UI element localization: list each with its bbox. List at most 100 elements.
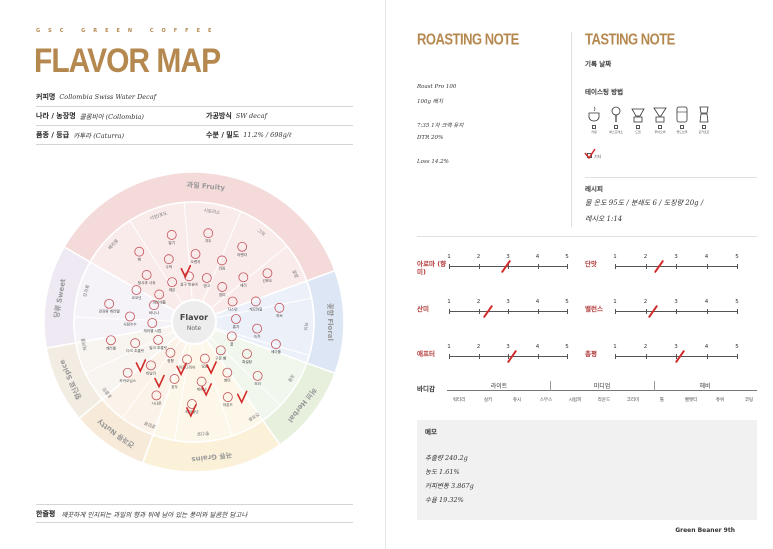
body-item: 시럽피 (568, 398, 582, 403)
slider-tick (567, 309, 568, 314)
flavor-item-label: 라임 (219, 265, 226, 270)
slider-tick (478, 354, 480, 359)
body-item: 워터리 (452, 398, 466, 403)
wheel-spoke (183, 202, 193, 301)
slider-tick-label: 3 (506, 344, 510, 350)
slider-tick (449, 354, 450, 359)
flavor-item-icon (199, 353, 210, 364)
method-pourover[interactable]: 푸어오버 (651, 105, 669, 134)
scale-label: 총평 (585, 350, 597, 358)
body-item: 벨벳티 (684, 398, 698, 403)
flavor-item-icon (217, 255, 227, 266)
slider-tick-label: 5 (565, 254, 569, 260)
flavor-item-icon (215, 345, 226, 356)
flavor-item-label: 마카다미아 (179, 364, 196, 369)
flavor-item-icon (237, 241, 248, 252)
wheel-subcategory-label: 허브 (302, 322, 309, 331)
first-crack-text: 7:35 1차 크랙 유지 (417, 123, 464, 129)
body-item: 코팅 (744, 398, 754, 403)
checkbox[interactable] (636, 125, 640, 129)
flavor-item-label: 파인애플 (153, 299, 167, 304)
method-drip[interactable]: 드립 (629, 105, 647, 134)
flavor-item-label: 망고 (203, 283, 210, 288)
flavor-item-label: 현미 (224, 378, 231, 383)
method-espresso[interactable]: 에스프레소 (607, 105, 625, 134)
scale-label: 아로마 (향미) (417, 260, 447, 276)
check-mark-icon (206, 361, 217, 375)
slider-tick-label: 1 (447, 344, 451, 350)
taste-slider[interactable]: 1 2 3 4 5 (447, 254, 569, 274)
variety-row: 품종 / 등급 카투라 (Caturra) (36, 128, 124, 142)
flavor-item-icon (151, 390, 162, 401)
flavor-item-icon (227, 296, 238, 307)
slider-tick (645, 309, 647, 314)
flavor-item-icon (122, 367, 133, 378)
memo-line: 추출량 240.2g (425, 454, 468, 462)
flavor-item-icon (252, 370, 263, 381)
slider-tick-label: 3 (674, 299, 678, 305)
wheel-category-label: 과일 Fruity (186, 180, 225, 192)
slider-tick-label: 4 (704, 344, 709, 350)
checkbox[interactable] (702, 125, 706, 129)
slider-tick (737, 354, 738, 359)
checkbox[interactable] (680, 125, 684, 129)
check-mark-icon (236, 390, 248, 405)
variety-label: 품종 / 등급 (36, 131, 70, 139)
method-coldbrew[interactable]: 콜드브루 (673, 105, 691, 134)
summary-label: 한줄평 (36, 510, 56, 518)
slider-tick (676, 309, 677, 314)
portafilter-icon (611, 106, 621, 122)
flavor-item-label: 땅콩 (202, 364, 209, 369)
tasting-methods: 커핑 에스프레소 드립 푸어오버 콜드브루 모카포트 (585, 105, 713, 134)
body-group-light: 라이트 (490, 383, 508, 390)
slider-tick-label: 5 (735, 344, 739, 350)
footer-text: Green Beaner 9th (675, 527, 735, 534)
checkbox[interactable] (592, 125, 596, 129)
flavor-item-label: 밀크 초콜릿 (149, 345, 167, 350)
flavor-item-label: 라벤더 (237, 252, 247, 257)
pourover-icon (653, 107, 667, 123)
summary-value: 깨끗하게 인지되는 과일의 향과 뒤에 남아 있는 풍미와 달콤한 담고나 (61, 511, 248, 519)
slider-tick (537, 309, 539, 314)
process-row: 가공방식 SW decaf (206, 109, 267, 123)
check-mark-icon (180, 264, 192, 279)
check-mark-icon (201, 383, 212, 397)
record-date-label: 기록 날짜 (585, 60, 612, 68)
slider-tick-label: 2 (476, 254, 481, 260)
method-mokapot[interactable]: 모카포트 (695, 105, 713, 134)
body-separator (550, 381, 551, 391)
checkbox[interactable] (614, 125, 618, 129)
taste-slider[interactable]: 1 2 3 4 5 (447, 299, 569, 319)
flavor-item-label: 시나몬 (151, 400, 162, 405)
flavor-item-icon (222, 392, 233, 402)
slider-tick (478, 309, 480, 314)
taste-slider[interactable]: 1 2 3 4 5 (447, 344, 569, 364)
memo-box: 메모 추출량 240.2g 농도 1.61% 커피변동 3.867g 수율 19… (417, 420, 757, 520)
body-item: 툴 (659, 398, 665, 403)
divider (417, 236, 757, 237)
wheel-center-subtitle: Note (187, 325, 202, 332)
taste-slider[interactable]: 1 2 3 4 5 (613, 344, 739, 364)
wheel-center-title: Flavor (180, 313, 208, 322)
slider-tick (567, 264, 568, 269)
checkbox[interactable] (658, 125, 662, 129)
body-item: 라운드 (597, 398, 611, 403)
wheel-spoke (200, 342, 233, 436)
slider-tick-label: 1 (447, 254, 451, 260)
taste-slider[interactable]: 1 2 3 4 5 (613, 299, 739, 319)
wheel-spoke (85, 330, 175, 374)
recipe-line-1: 물 온도 95도 / 분쇄도 6 / 도징량 20g / (585, 199, 704, 207)
page-title: FLAVOR MAP (34, 42, 221, 80)
taste-slider[interactable]: 1 2 3 4 5 (613, 254, 739, 274)
slider-tick (706, 354, 708, 359)
flavor-item-icon (190, 249, 201, 259)
method-cupping[interactable]: 커핑 (585, 105, 603, 134)
flavor-item-icon (182, 354, 192, 365)
flavor-item-label: 허브 (276, 313, 283, 318)
slider-tick (706, 309, 708, 314)
flavor-item-label: 다크 초콜릿 (126, 348, 144, 353)
slider-tick-label: 4 (535, 344, 540, 350)
coffee-name-value: Collombia Swiss Water Decaf (59, 93, 157, 101)
wheel-spoke (121, 339, 182, 419)
